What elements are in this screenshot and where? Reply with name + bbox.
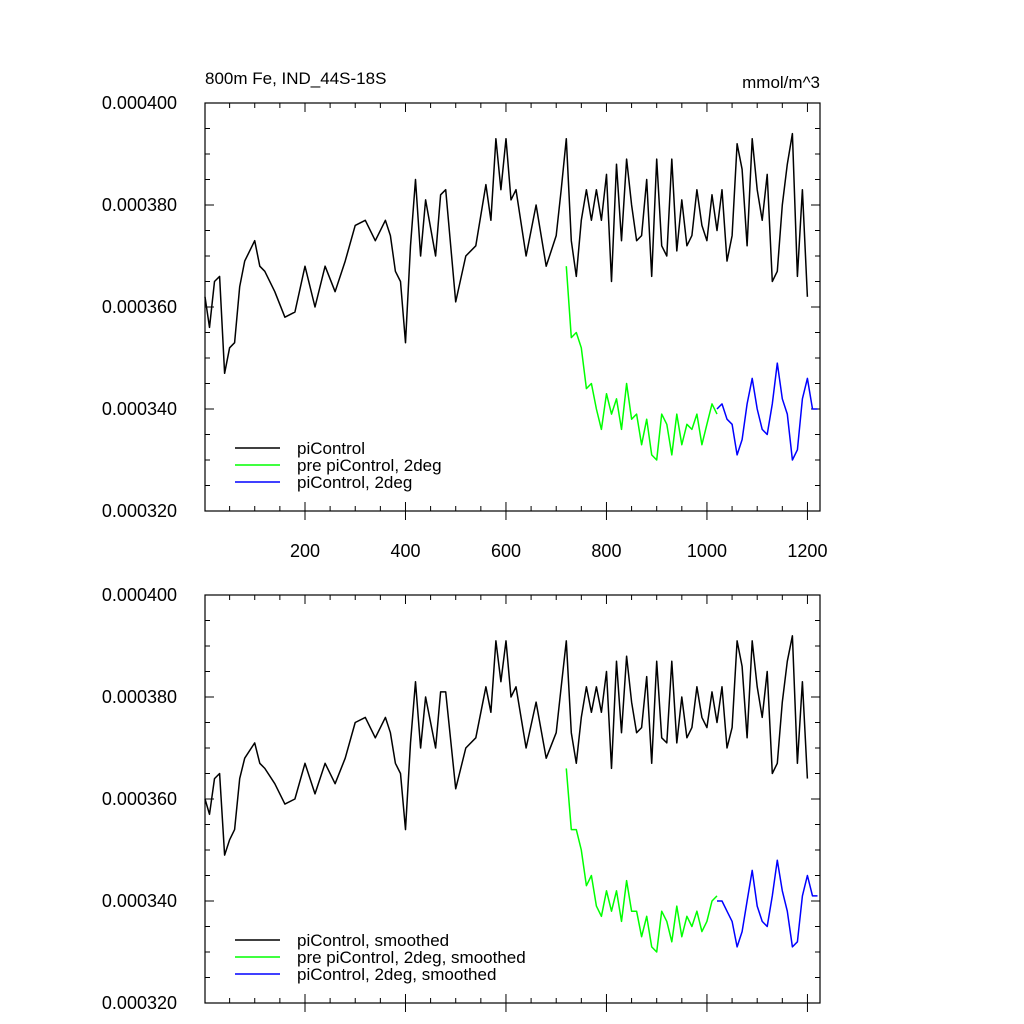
x-tick-label: 1200	[787, 541, 827, 561]
x-tick-label: 800	[591, 541, 621, 561]
series-lines	[204, 132, 818, 461]
legend-label: piControl, smoothed	[297, 931, 449, 950]
y-tick-label: 0.000400	[102, 585, 177, 605]
series-line	[717, 859, 818, 948]
legend-label: piControl, 2deg, smoothed	[297, 965, 496, 984]
series-line	[204, 635, 809, 856]
legend-label: pre piControl, 2deg	[297, 456, 442, 475]
x-axis-ticks: 200 400 600 800 1000 1200	[229, 103, 827, 561]
series-line	[565, 266, 718, 461]
series-line	[565, 768, 718, 953]
units-label: mmol/m^3	[742, 73, 820, 92]
series-line	[716, 362, 818, 461]
x-tick-label: 600	[491, 541, 521, 561]
x-tick-label: 400	[390, 541, 420, 561]
y-tick-label: 0.000320	[102, 993, 177, 1013]
series-lines	[204, 635, 818, 953]
chart-title: 800m Fe, IND_44S-18S	[205, 69, 386, 88]
plot-frame	[204, 102, 821, 512]
series-line	[204, 132, 809, 375]
bottom-chart-panel: 0.000320 0.000340 0.000360 0.000380 0.000400…	[102, 585, 821, 1013]
legend-label: pre piControl, 2deg, smoothed	[297, 948, 526, 967]
y-tick-label: 0.000400	[102, 93, 177, 113]
x-axis-ticks	[229, 595, 808, 1012]
legend-label: piControl	[297, 439, 365, 458]
y-tick-label: 0.000340	[102, 891, 177, 911]
y-tick-label: 0.000340	[102, 399, 177, 419]
y-tick-label: 0.000320	[102, 501, 177, 521]
y-axis-ticks: 0.000320 0.000340 0.000360 0.000380 0.000400	[102, 93, 820, 521]
plot-frame	[204, 594, 821, 1004]
top-chart-panel: 800m Fe, IND_44S-18S mmol/m^3 0.0003200.…	[102, 69, 828, 561]
y-tick-label: 0.000360	[102, 789, 177, 809]
legend-label: piControl, 2deg	[297, 473, 412, 492]
x-tick-label: 1000	[687, 541, 727, 561]
y-tick-label: 0.000380	[102, 195, 177, 215]
x-tick-label: 200	[290, 541, 320, 561]
y-axis-ticks: 0.000320 0.000340 0.000360 0.000380 0.000400	[102, 585, 820, 1013]
y-tick-label: 0.000380	[102, 687, 177, 707]
y-tick-label: 0.000360	[102, 297, 177, 317]
